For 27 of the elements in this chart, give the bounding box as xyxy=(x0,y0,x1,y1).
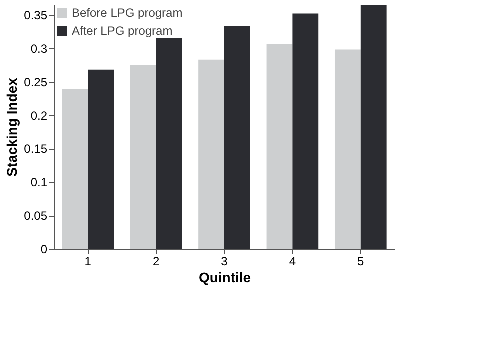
y-tick-label: 0.05 xyxy=(24,209,48,224)
y-tick-label: 0.15 xyxy=(24,142,48,156)
bar xyxy=(360,5,387,249)
x-tick-label: 2 xyxy=(152,254,160,268)
bar xyxy=(198,60,224,249)
x-tick-label: 3 xyxy=(221,254,228,268)
x-tick-label: 5 xyxy=(358,254,365,268)
bar xyxy=(156,38,182,249)
bar xyxy=(88,70,114,249)
bar xyxy=(224,26,250,249)
bar xyxy=(266,44,293,249)
y-tick-label: 0.2 xyxy=(30,108,48,123)
legend-label: Before LPG program xyxy=(72,6,183,20)
y-tick-label: 0.1 xyxy=(30,176,48,190)
bar xyxy=(130,65,156,249)
bar xyxy=(334,50,361,249)
y-tick-label: 0.35 xyxy=(24,8,48,23)
y-tick-label: 0.25 xyxy=(24,75,48,90)
y-tick-label: 0.3 xyxy=(30,42,48,56)
bar xyxy=(292,14,319,249)
bar xyxy=(62,89,88,249)
x-axis-title: Quintile xyxy=(198,270,252,286)
y-tick-label: 0 xyxy=(40,242,48,256)
y-axis-title: Stacking Index xyxy=(4,78,20,177)
x-tick-label: 4 xyxy=(289,254,296,268)
x-tick-label: 1 xyxy=(84,254,92,268)
legend-label: After LPG program xyxy=(72,24,173,38)
